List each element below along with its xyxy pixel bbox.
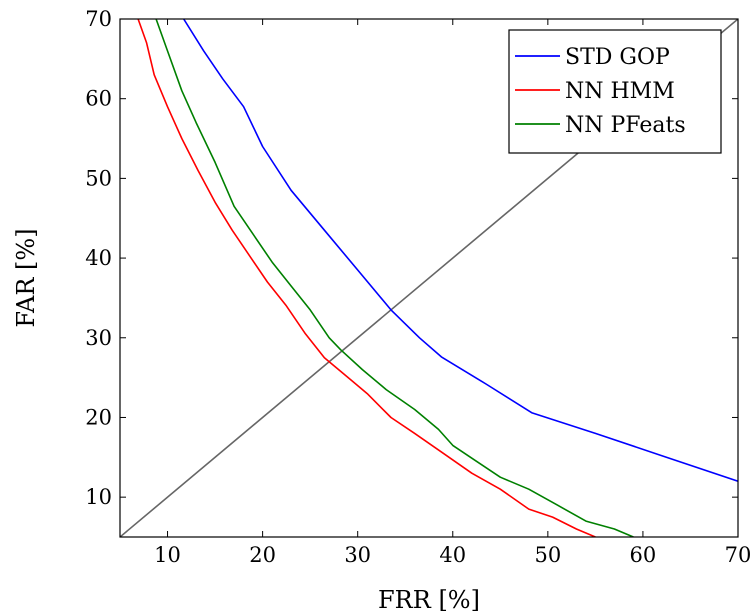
y-tick-label: 50 — [85, 166, 112, 190]
legend: STD GOP NN HMM NN PFeats — [508, 29, 722, 154]
x-tick-label: 60 — [630, 543, 657, 567]
x-tick-label: 70 — [725, 543, 752, 567]
legend-label: STD GOP — [565, 45, 670, 70]
x-tick-label: 50 — [534, 543, 561, 567]
x-axis-label: FRR [%] — [378, 586, 480, 614]
y-tick-label: 40 — [85, 246, 112, 270]
legend-label: NN PFeats — [565, 113, 686, 138]
y-tick-label: 30 — [85, 326, 112, 350]
y-tick-label: 10 — [85, 485, 112, 509]
ticks-layer: 10 20 30 40 50 60 70 10 20 30 40 50 60 70 — [85, 7, 751, 567]
legend-label: NN HMM — [565, 79, 675, 104]
y-axis-label: FAR [%] — [12, 228, 40, 327]
series-line-nn-pfeats — [155, 19, 634, 537]
y-tick-label: 70 — [85, 7, 112, 31]
x-tick-label: 30 — [344, 543, 371, 567]
x-tick-label: 10 — [154, 543, 181, 567]
x-tick-label: 20 — [249, 543, 276, 567]
x-tick-label: 40 — [439, 543, 466, 567]
legend-box — [508, 29, 722, 154]
plot-frame — [119, 18, 739, 538]
y-tick-label: 20 — [85, 405, 112, 429]
series-line-nn-hmm — [137, 19, 596, 537]
y-tick-label: 60 — [85, 87, 112, 111]
series-layer — [137, 19, 738, 537]
series-line-std-gop — [183, 19, 738, 482]
